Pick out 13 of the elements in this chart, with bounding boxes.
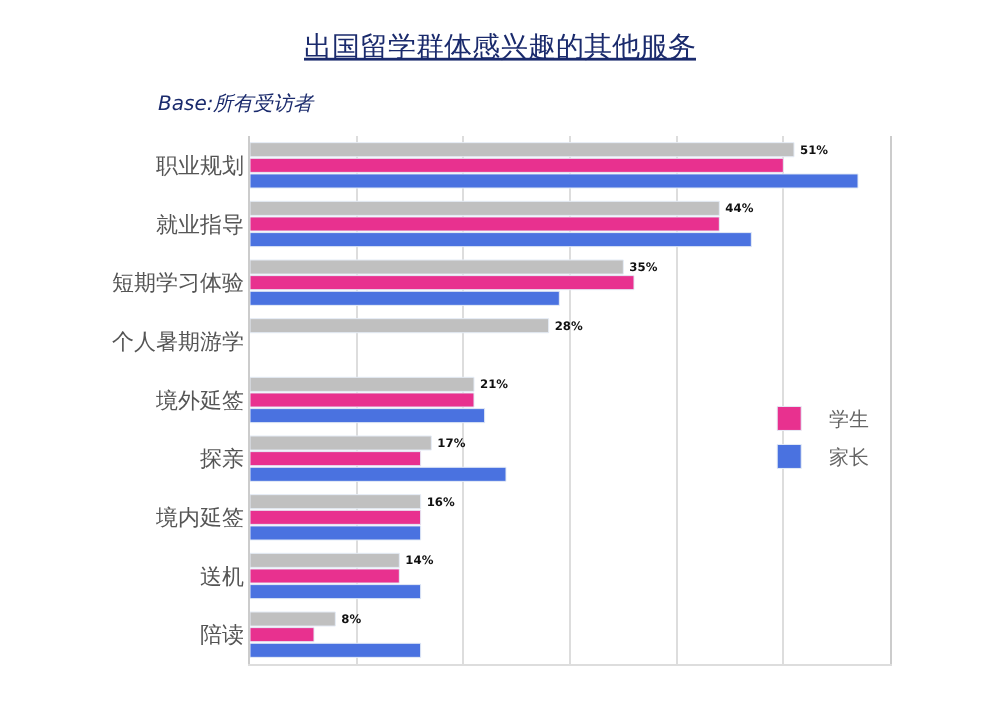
- y-tick-label: 境外延签: [153, 387, 244, 414]
- y-tick-label: 陪读: [199, 622, 244, 649]
- legend-label: 学生: [829, 408, 870, 433]
- chart-title: 出国留学群体感兴趣的其他服务: [304, 31, 696, 64]
- y-tick-label: 送机: [199, 563, 244, 590]
- y-tick-label: 就业指导: [155, 211, 244, 238]
- y-tick-label: 探亲: [199, 446, 244, 473]
- y-tick-label: 个人暑期游学: [111, 329, 244, 356]
- y-tick-label: 短期学习体验: [111, 270, 244, 297]
- chart-subtitle: Base:所有受访者: [158, 92, 316, 116]
- legend-label: 家长: [829, 446, 870, 471]
- y-tick-label: 境内延签: [153, 505, 244, 532]
- y-tick-label: 职业规划: [155, 153, 244, 180]
